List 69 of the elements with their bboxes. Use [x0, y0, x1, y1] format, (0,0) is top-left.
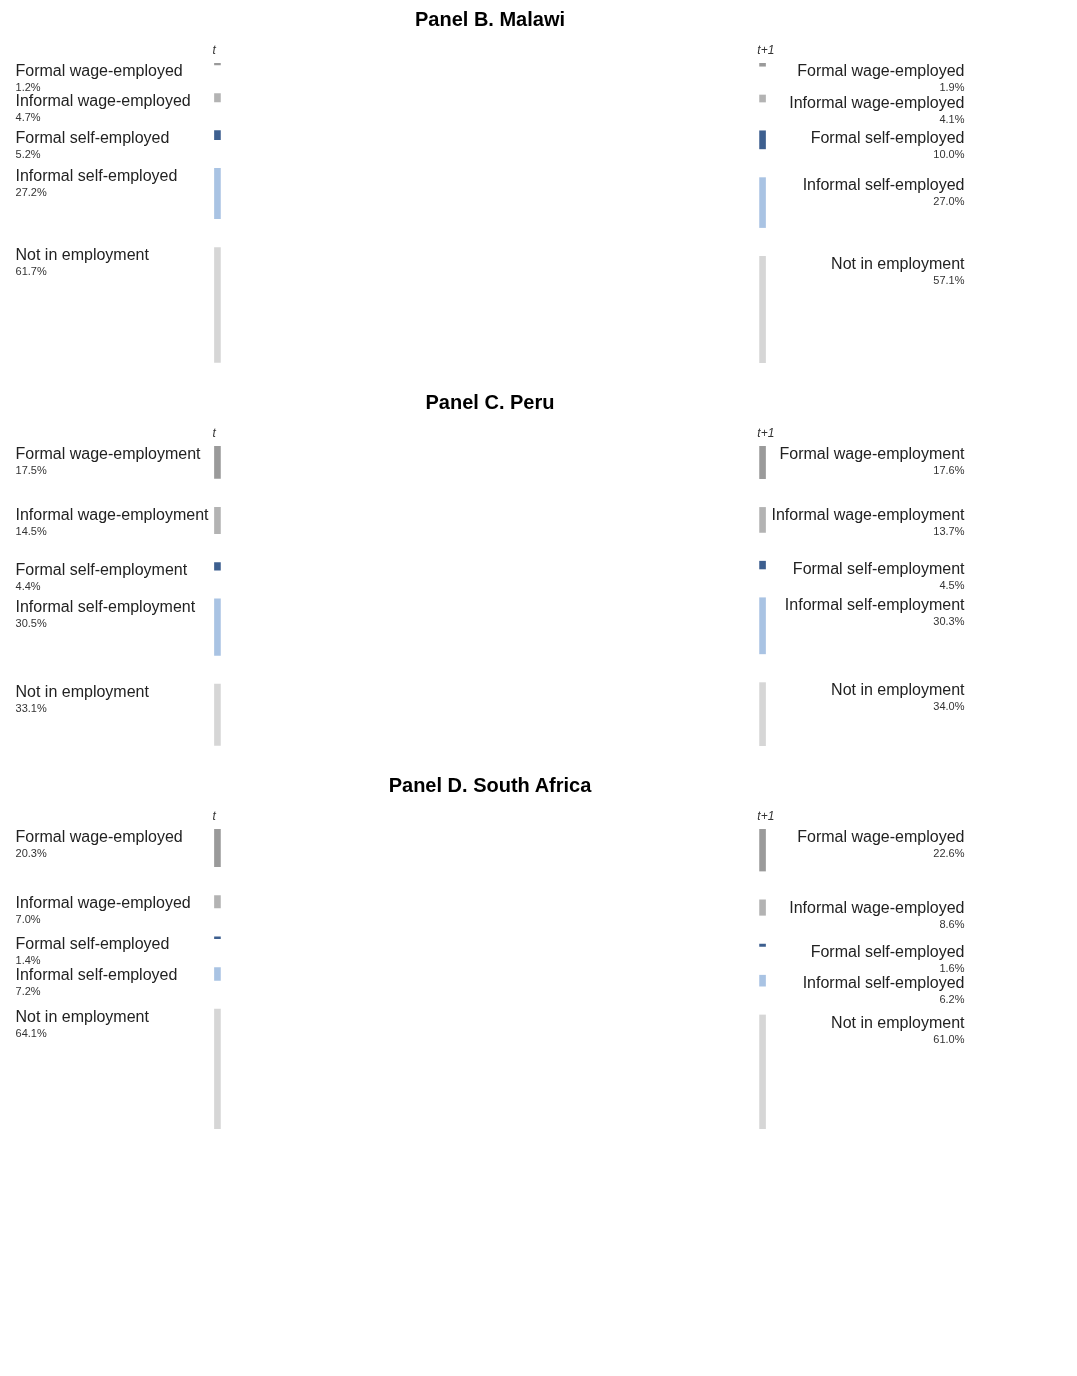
category-label: Informal self-employment — [784, 596, 965, 614]
data-label: 20.3% — [15, 847, 47, 859]
category-label: Formal self-employed — [810, 129, 965, 147]
category-label: Formal self-employed — [15, 129, 170, 147]
category-label: Informal wage-employed — [789, 93, 965, 111]
data-label: 6.2% — [939, 992, 965, 1005]
category-label: Informal wage-employed — [15, 92, 191, 110]
data-label: 4.1% — [939, 112, 965, 125]
category-label: Informal wage-employment — [15, 505, 210, 523]
data-label: 17.5% — [15, 464, 47, 476]
category-label: Informal self-employed — [802, 973, 965, 991]
category-label: Informal wage-employed — [789, 898, 965, 916]
category-label: Formal wage-employment — [779, 445, 965, 462]
category-label: Informal self-employed — [15, 966, 178, 984]
data-label: 22.6% — [933, 847, 965, 859]
category-label: Formal self-employed — [810, 942, 965, 960]
data-label: 1.9% — [939, 81, 965, 93]
text: t+1 — [757, 426, 775, 440]
text: Panel D. South Africa — [388, 774, 593, 796]
data-label: 10.0% — [933, 148, 965, 161]
category-label: Formal wage-employment — [15, 445, 202, 462]
category-label: Not in employment — [15, 682, 150, 700]
data-label: 61.0% — [933, 1032, 965, 1045]
text: t+1 — [757, 43, 775, 57]
category-label: Formal wage-employed — [797, 828, 965, 845]
data-label: 4.5% — [939, 578, 965, 591]
data-label: 4.4% — [15, 580, 41, 593]
data-label: 33.1% — [15, 701, 47, 714]
category-label: Informal self-employed — [802, 176, 965, 194]
category-label: Not in employment — [831, 255, 965, 272]
data-label: 1.4% — [15, 954, 41, 967]
category-label: Formal wage-employed — [15, 828, 183, 845]
data-label: 64.1% — [15, 1026, 47, 1039]
data-label: 34.0% — [933, 700, 965, 713]
data-label: 61.7% — [15, 265, 47, 278]
data-label: 30.3% — [933, 615, 965, 628]
category-label: Informal self-employed — [15, 167, 178, 185]
category-label: Informal self-employment — [15, 597, 196, 615]
text: t — [212, 426, 217, 440]
data-label: 30.5% — [15, 616, 47, 629]
category-label: Formal wage-employed — [797, 62, 965, 79]
category-label: Not in employment — [15, 1007, 150, 1025]
data-label: 27.0% — [933, 195, 965, 208]
data-label: 13.7% — [933, 525, 965, 538]
data-label: 5.2% — [15, 148, 41, 161]
category-label: Informal wage-employment — [771, 506, 965, 524]
category-label: Not in employment — [831, 1013, 965, 1031]
data-label: 14.5% — [15, 524, 47, 537]
data-label: 4.7% — [15, 111, 41, 124]
category-label: Formal wage-employed — [15, 62, 183, 79]
data-label: 27.2% — [15, 186, 47, 199]
data-label: 57.1% — [933, 274, 965, 286]
data-label: 8.6% — [939, 917, 965, 930]
text: t — [212, 43, 217, 57]
data-label: 1.6% — [939, 961, 965, 974]
category-label: Not in employment — [15, 246, 150, 264]
text: t — [212, 809, 217, 823]
category-label: Formal self-employed — [15, 935, 170, 953]
data-label: 7.0% — [15, 913, 41, 926]
text: t+1 — [757, 809, 775, 823]
data-label: 17.6% — [933, 464, 965, 476]
data-label: 7.2% — [15, 985, 41, 998]
data-label: 1.2% — [15, 81, 41, 93]
category-label: Not in employment — [831, 681, 965, 699]
category-label: Informal wage-employed — [15, 894, 191, 912]
category-label: Formal self-employment — [792, 559, 965, 577]
category-label: Formal self-employment — [15, 561, 188, 579]
text: Panel C. Peru — [425, 391, 555, 413]
text: Panel B. Malawi — [414, 8, 566, 30]
